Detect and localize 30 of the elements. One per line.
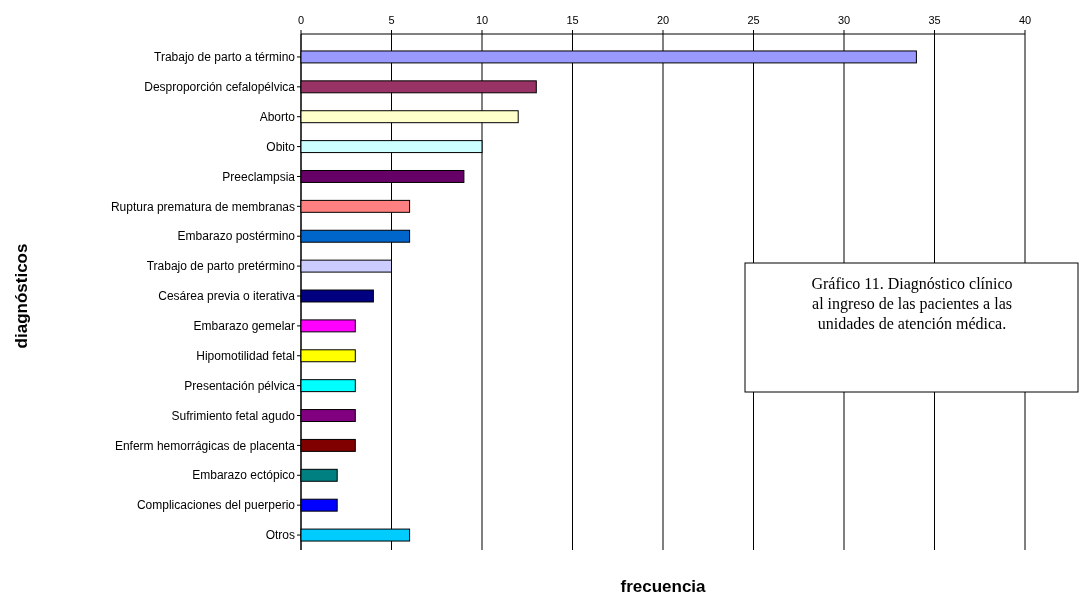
- y-tick-label: Hipomotilidad fetal: [196, 348, 295, 363]
- annotation: Gráfico 11. Diagnóstico clínico al ingreso de las pacientes a las unidades de atención médica.: [811, 275, 1013, 332]
- x-tick-label: 25: [747, 14, 760, 26]
- y-tick-label: Desproporción cefalopélvica: [144, 80, 296, 95]
- y-axis-title: diagnósticos: [12, 243, 31, 349]
- x-tick-label: 0: [297, 14, 305, 26]
- y-tick-label: Trabajo de parto a término: [154, 50, 296, 65]
- y-tick-label: Embarazo postérmino: [177, 229, 296, 244]
- x-tick-label: 40: [1018, 14, 1032, 26]
- x-axis-title: frecuencia: [620, 577, 707, 596]
- x-tick-label: 10: [475, 14, 489, 26]
- y-tick-label: Ruptura prematura de membranas: [110, 199, 295, 214]
- caption-box: Gráfico 11. Diagnóstico clínico al ingreso de las pacientes a las unidades de atención médica.: [744, 262, 1079, 393]
- y-tick-label: Enferm hemorrágicas de placenta: [114, 438, 296, 453]
- x-tick-label: 20: [656, 14, 670, 26]
- y-tick-label: Preeclampsia: [222, 169, 296, 184]
- y-tick-label: Cesárea previa o iterativa: [158, 289, 296, 304]
- y-tick-label: Complicaciones del puerperio: [136, 498, 296, 513]
- y-tick-label: Presentación pélvica: [184, 378, 296, 393]
- y-tick-label: Otros: [265, 528, 295, 543]
- x-tick-label: 15: [566, 14, 579, 26]
- y-tick-label: Embarazo ectópico: [192, 468, 296, 483]
- y-tick-label: Trabajo de parto pretérmino: [146, 259, 296, 274]
- x-tick-label: 30: [837, 14, 851, 26]
- y-tick-label: Obito: [266, 139, 296, 154]
- x-tick-label: 5: [388, 14, 395, 26]
- y-tick-label: Sufrimiento fetal agudo: [171, 408, 296, 423]
- x-tick-label: 35: [928, 14, 941, 26]
- y-tick-label: Embarazo gemelar: [193, 319, 295, 334]
- y-tick-label: Aborto: [259, 109, 296, 124]
